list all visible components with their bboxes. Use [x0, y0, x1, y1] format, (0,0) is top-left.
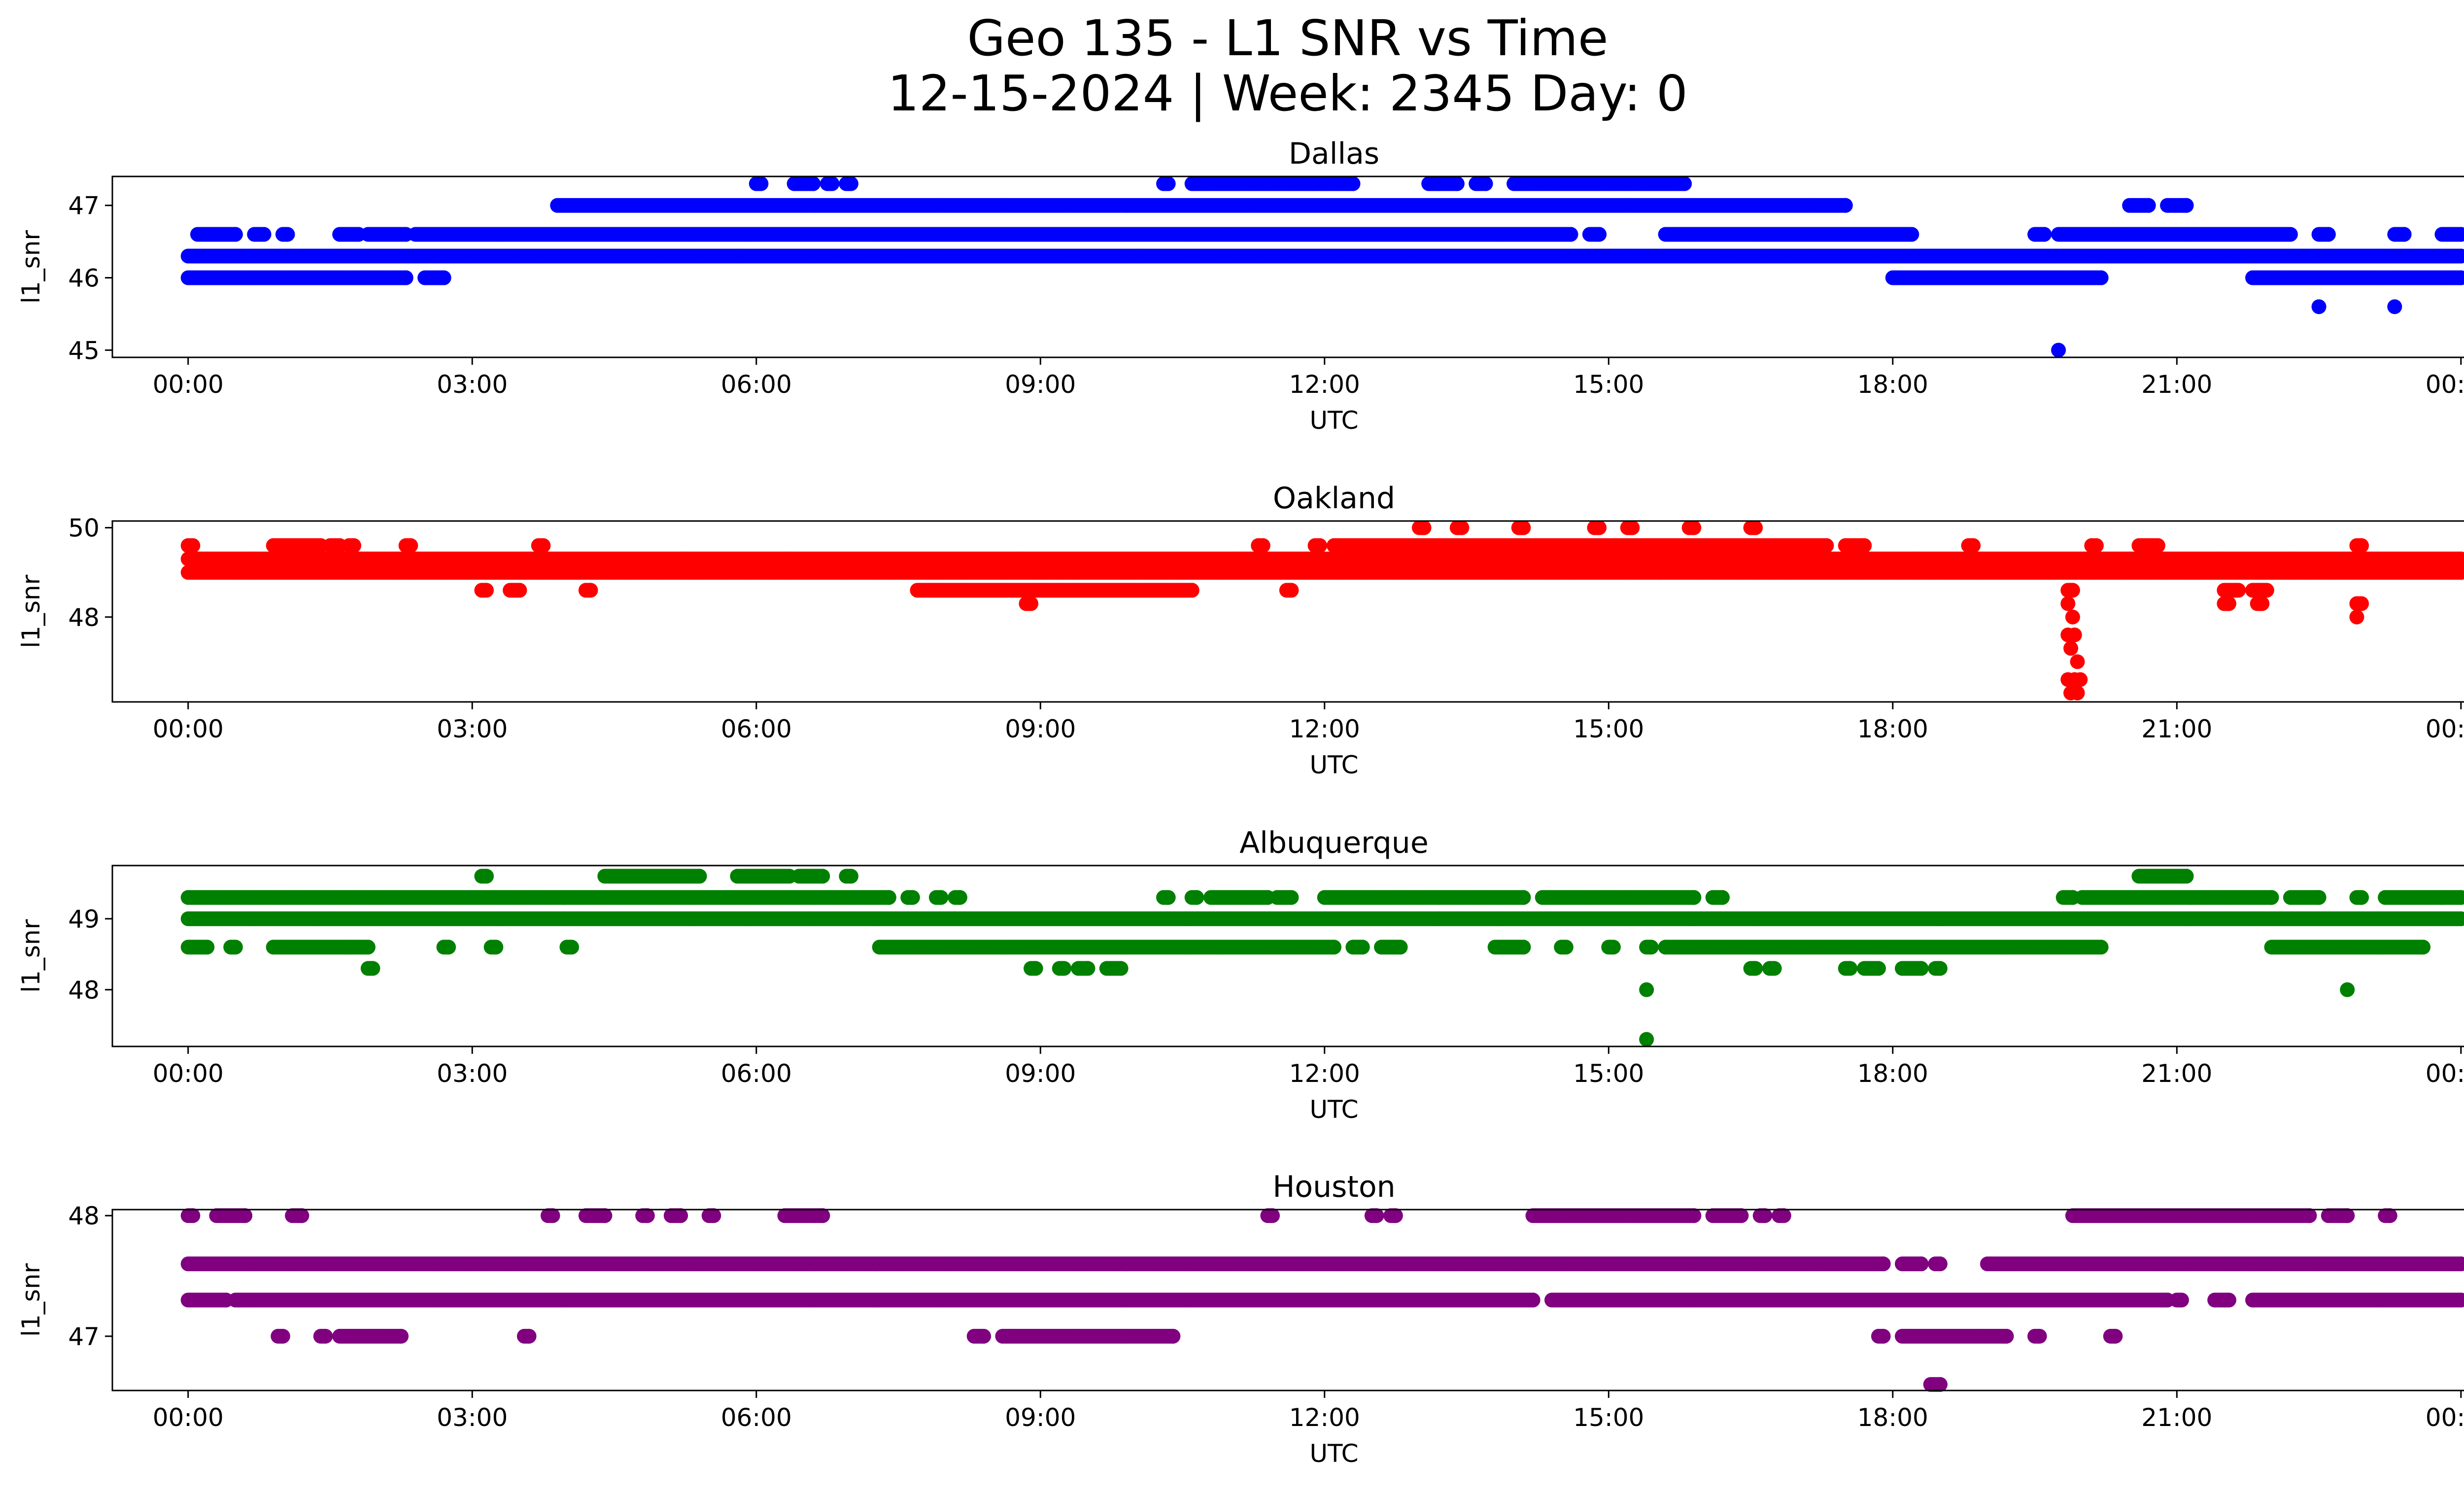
data-point	[1838, 198, 1853, 213]
data-point	[2283, 227, 2298, 242]
data-point	[753, 176, 769, 191]
x-tick-label: 21:00	[2141, 370, 2212, 399]
data-point	[1904, 227, 1919, 242]
data-point	[2396, 227, 2412, 242]
data-point	[843, 176, 858, 191]
x-tick-label: 03:00	[437, 370, 508, 399]
figure-title-line1: Geo 135 - L1 SNR vs Time	[967, 9, 1608, 67]
data-point	[256, 227, 272, 242]
x-tick-label: 15:00	[1573, 370, 1644, 399]
data-point	[2453, 227, 2464, 242]
y-tick-label: 47	[68, 192, 100, 220]
data-point	[398, 270, 413, 285]
subplot-title: Dallas	[1289, 137, 1379, 171]
x-tick-label: 12:00	[1289, 370, 1360, 399]
scatter-series	[180, 176, 2464, 358]
data-point	[2037, 227, 2052, 242]
data-point	[2093, 270, 2109, 285]
data-point	[2311, 299, 2327, 314]
y-axis-label: l1_snr	[17, 230, 45, 304]
data-point	[2179, 198, 2194, 213]
scatter-series	[180, 520, 2464, 700]
data-point	[2051, 343, 2066, 358]
data-point	[436, 270, 451, 285]
data-point	[806, 176, 821, 191]
data-point	[280, 227, 295, 242]
data-point	[824, 176, 840, 191]
x-tick-label: 18:00	[1857, 370, 1928, 399]
x-tick-label: 00:00	[2426, 370, 2464, 399]
data-point	[1592, 227, 1607, 242]
data-point	[1563, 227, 1578, 242]
data-point	[2453, 552, 2464, 567]
data-point	[1161, 176, 1176, 191]
data-point	[2387, 299, 2402, 314]
data-point	[2453, 270, 2464, 285]
x-tick-label: 06:00	[721, 370, 792, 399]
data-point	[1449, 176, 1465, 191]
data-point	[2453, 248, 2464, 264]
subplot-dallas: Dallas 00:00 03:00 06:00 09:00 12:00 15:00 18:0…	[17, 137, 2464, 435]
data-point	[730, 248, 745, 264]
data-point	[1345, 176, 1361, 191]
data-point	[1132, 248, 1148, 264]
data-point	[2321, 227, 2336, 242]
data-point	[1677, 176, 1692, 191]
axes-frame	[111, 175, 2464, 358]
y-tick-label: 46	[68, 264, 100, 293]
subplot-title: Oakland	[1273, 481, 1395, 516]
data-point	[2141, 198, 2156, 213]
x-tick-label: 09:00	[1005, 370, 1076, 399]
x-tick-label: 00:00	[153, 370, 224, 399]
y-tick-label: 45	[68, 336, 100, 365]
x-axis-label: UTC	[1309, 406, 1358, 435]
data-point	[228, 227, 243, 242]
data-point	[1478, 176, 1493, 191]
figure-title-line2: 12-15-2024 | Week: 2345 Day: 0	[888, 65, 1688, 122]
